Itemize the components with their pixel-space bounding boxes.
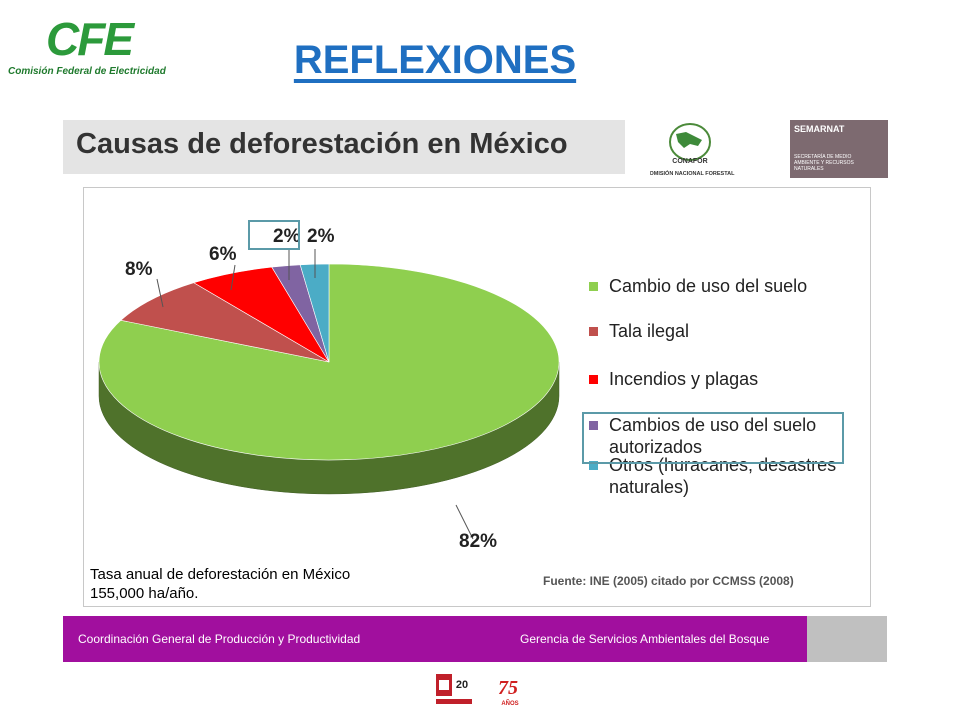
anniversary-logo-number: 20 [456,679,468,691]
legend-swatch-4 [589,421,598,430]
highlight-box-legend-4 [582,412,844,464]
anniversary-logo: 20 [436,674,472,704]
data-label-5: 2% [307,226,335,247]
conafor-emblem-map [676,132,702,148]
subtitle-banner [63,120,625,174]
leader-line-2 [156,278,164,308]
legend-label-5-line-2: naturales) [609,477,689,497]
legend-swatch-5 [589,461,598,470]
data-label-1: 82% [459,531,497,552]
conafor-text: CONAFOR [672,158,707,165]
highlight-box-label-4 [248,220,300,250]
legend-label-3: Incendios y plagas [609,369,758,389]
conafor-logo: CONAFOR COMISIÓN NACIONAL FORESTAL [650,123,735,177]
deforestation-rate-note: Tasa anual de deforestación en México 15… [90,566,351,602]
75-years-number: 75 [498,677,518,699]
legend-label-4-line-1: Cambios de uso del suelo [609,415,816,435]
legend-swatch-3 [589,375,598,384]
semarnat-title: SEMARNAT [794,124,845,134]
conafor-subtext: COMISIÓN NACIONAL FORESTAL [650,169,735,177]
page-title: REFLEXIONES [293,38,577,82]
legend-label-1: Cambio de uso del suelo [609,276,807,296]
footer-bar [63,616,807,662]
semarnat-logo [790,120,888,178]
75-years-subtext: AÑOS [501,700,518,707]
leader-line-3 [230,264,236,291]
leader-line-1 [455,504,474,540]
pie-chart: 82% 8% 6% 2% 2% Cambio de uso del suelo Tala … [98,220,844,552]
footer-accent [807,616,887,662]
legend-swatch-2 [589,327,598,336]
data-label-2: 8% [125,259,153,280]
semarnat-subtext: SECRETARÍA DE MEDIO AMBIENTE Y RECURSOS … [794,154,854,172]
conafor-emblem-ring [669,123,711,161]
pie-slice-1 [98,263,560,461]
source-citation: Fuente: INE (2005) citado por CCMSS (200… [543,574,794,588]
footer-left-text: Coordinación General de Producción y Pro… [78,632,361,646]
legend-swatch-1 [589,282,598,291]
anniversary-logo-window [439,680,449,690]
pie-slice-2 [120,282,330,363]
75-years-logo: 75 AÑOS [498,677,519,707]
anniversary-logo-band [436,699,472,704]
footer-right-text: Gerencia de Servicios Ambientales del Bo… [520,632,770,646]
data-label-3: 6% [209,244,237,265]
legend-label-5-line-1: Otros (huracanes, desastres [609,455,836,475]
cfe-logo-subtext: Comisión Federal de Electricidad [8,66,166,77]
legend-label-4-line-2: autorizados [609,437,702,457]
cfe-logo: CFE [46,13,134,65]
data-label-4: 2% [273,226,301,247]
chart-subtitle: Causas de deforestación en México [76,128,568,160]
legend-label-2: Tala ilegal [609,321,689,341]
